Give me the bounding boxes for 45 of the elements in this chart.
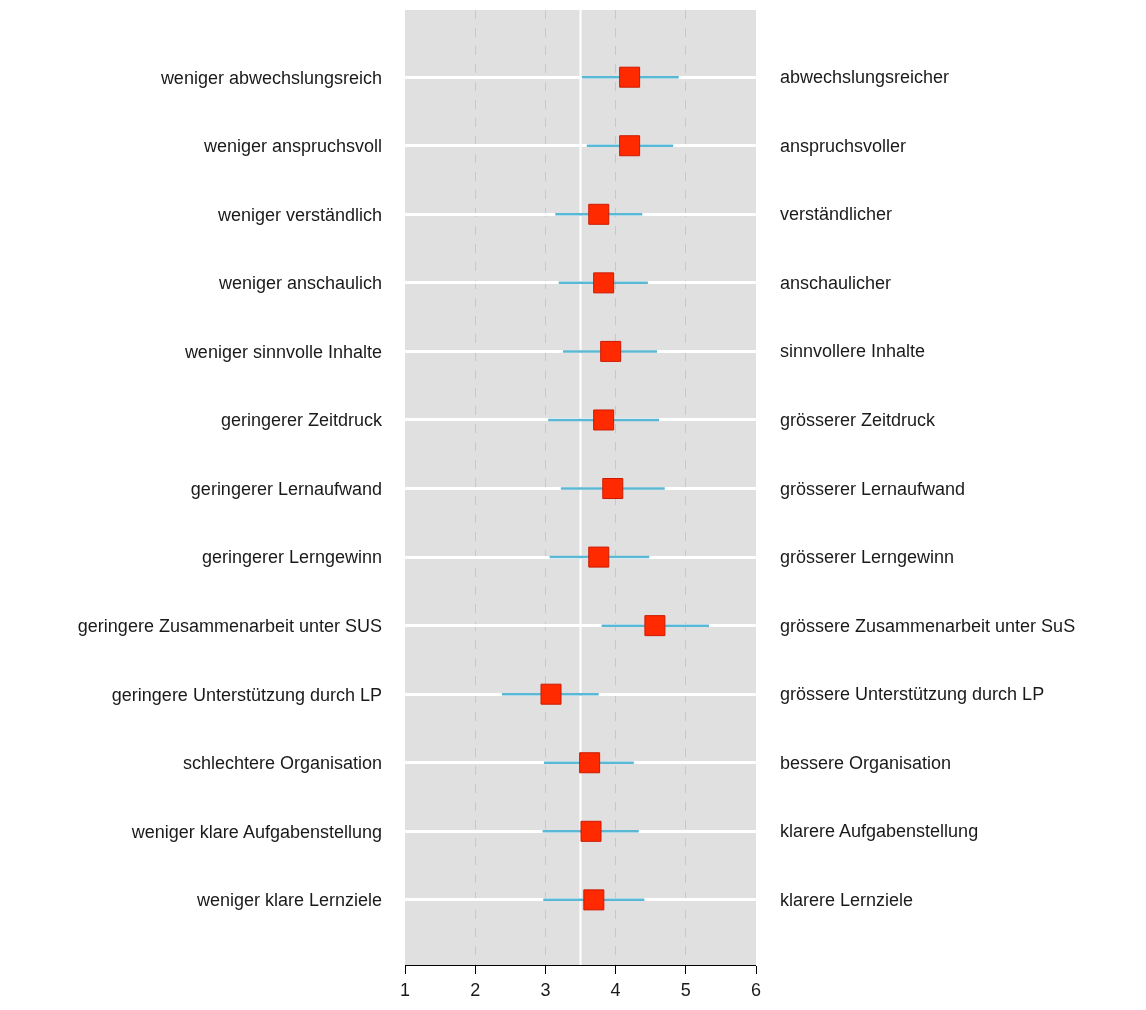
point xyxy=(619,135,641,157)
y-tick-label: geringere Zusammenarbeit unter SUS xyxy=(77,615,382,636)
y2-tick-label: grössere Zusammenarbeit unter SuS xyxy=(780,616,1076,636)
x-tick-label: 2 xyxy=(470,979,481,1000)
point xyxy=(588,203,610,225)
x-tick-label: 5 xyxy=(680,979,691,1000)
point xyxy=(602,478,624,500)
y-tick-label: geringerer Zeitdruck xyxy=(220,410,383,431)
y-tick-label: schlechtere Organisation xyxy=(182,753,382,774)
y2-tick-label: anspruchsvoller xyxy=(780,136,907,156)
y-tick-label: weniger anschaulich xyxy=(217,273,382,294)
y-tick-label: geringerer Lerngewinn xyxy=(201,547,382,568)
point xyxy=(600,340,622,362)
point xyxy=(540,683,562,705)
x-tick-label: 3 xyxy=(540,979,551,1000)
y-tick-label: geringerer Lernaufwand xyxy=(190,478,382,499)
y-tick-label: weniger sinnvolle Inhalte xyxy=(183,341,382,362)
point xyxy=(593,272,615,294)
y-tick-label: weniger klare Lernziele xyxy=(195,890,382,911)
y2-tick-label: anschaulicher xyxy=(780,273,892,293)
y-tick-label: geringere Unterstützung durch LP xyxy=(111,684,382,705)
x-tick-label: 4 xyxy=(610,979,621,1000)
y-tick-label: weniger klare Aufgabenstellung xyxy=(130,821,382,842)
y2-tick-label: sinnvollere Inhalte xyxy=(780,341,926,361)
y2-tick-label: abwechslungsreicher xyxy=(780,67,950,87)
y2-tick-label: grösserer Lernaufwand xyxy=(780,479,966,499)
y-tick-label: weniger abwechslungsreich xyxy=(159,67,382,88)
y2-tick-label: grösserer Zeitdruck xyxy=(780,410,937,430)
y2-tick-label: bessere Organisation xyxy=(780,753,952,773)
y2-tick-label: grössere Unterstützung durch LP xyxy=(780,684,1045,704)
point xyxy=(580,820,602,842)
y-tick-label: weniger verständlich xyxy=(216,204,382,225)
y2-tick-label: klarere Lernziele xyxy=(780,890,914,910)
y2-tick-label: verständlicher xyxy=(780,204,893,224)
point xyxy=(588,546,610,568)
y2-tick-label: grösserer Lerngewinn xyxy=(780,547,955,567)
x-tick-label: 6 xyxy=(750,979,762,1000)
x-tick-label: 1 xyxy=(399,979,411,1000)
point xyxy=(579,752,601,774)
point xyxy=(593,409,615,431)
y2-tick-label: klarere Aufgabenstellung xyxy=(780,821,979,841)
point xyxy=(583,889,605,911)
point xyxy=(619,66,641,88)
point xyxy=(644,615,666,637)
y-tick-label: weniger anspruchsvoll xyxy=(202,136,382,157)
